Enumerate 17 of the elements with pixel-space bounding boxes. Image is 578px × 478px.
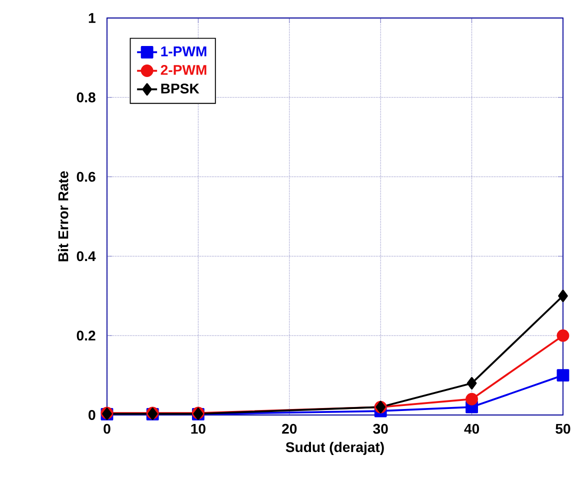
x-tick-label: 0	[104, 424, 110, 434]
legend-label: 1-PWM	[161, 46, 206, 56]
y-tick-label: 1	[88, 13, 96, 23]
x-tick-label: 40	[464, 424, 480, 434]
y-tick-label: 0.2	[76, 330, 96, 341]
x-axis-title: Sudut (derajat)	[286, 442, 384, 455]
y-tick-label: 0.8	[76, 92, 96, 102]
y-tick-label: 0.4	[76, 251, 96, 262]
y-tick-label: 0.6	[76, 172, 96, 182]
x-tick-label: 20	[282, 424, 297, 434]
x-tick-label: 10	[191, 424, 206, 434]
y-tick-label: 0	[88, 410, 96, 420]
legend-label: BPSK	[161, 84, 200, 94]
y-axis-title: Bit Error Rate	[58, 171, 68, 262]
legend-label: 2-PWM	[160, 64, 206, 75]
x-tick-label: 50	[556, 424, 570, 434]
x-tick-label: 30	[373, 424, 388, 434]
